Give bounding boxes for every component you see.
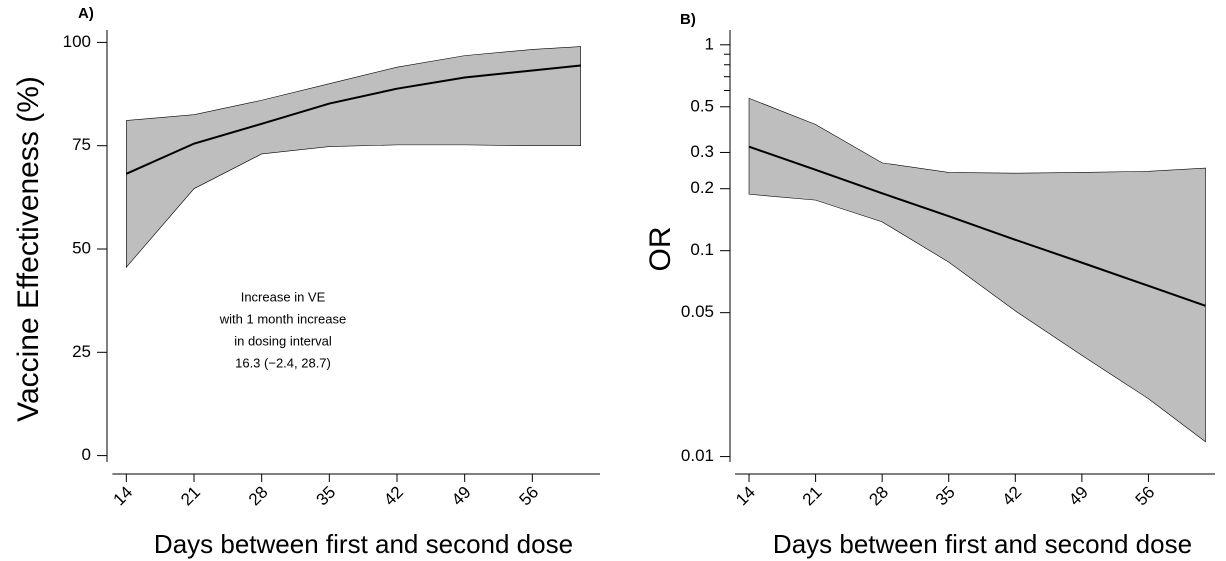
panel-title: A)	[78, 5, 94, 22]
y-tick-label: 0.5	[690, 96, 714, 115]
annotation: 16.3 (−2.4, 28.7)	[235, 355, 331, 370]
line	[125, 64, 581, 175]
y-axis-label: Vaccine Effectiveness (%)	[12, 76, 45, 422]
x-tick-label: 14	[110, 483, 137, 510]
x-tick-label: 21	[177, 483, 204, 510]
x-tick-label: 42	[998, 483, 1025, 510]
x-tick-label: 56	[1132, 483, 1159, 510]
x-tick-label: 42	[380, 483, 407, 510]
x-axis-label: Days between first and second dose	[773, 529, 1192, 559]
x-tick-label: 28	[865, 483, 892, 510]
x-tick-label: 14	[732, 483, 759, 510]
y-tick-label: 100	[63, 32, 91, 51]
y-tick-label: 0	[82, 445, 91, 464]
x-tick-label: 56	[516, 483, 543, 510]
x-tick-label: 21	[799, 483, 826, 510]
annotation: with 1 month increase	[219, 311, 346, 326]
y-axis-label: OR	[644, 227, 677, 272]
y-tick-label: 0.01	[681, 446, 714, 465]
x-tick-label: 35	[313, 483, 340, 510]
confidence-band	[748, 97, 1206, 443]
y-tick-label: 1	[705, 34, 714, 53]
x-tick-label: 49	[448, 483, 475, 510]
y-tick-label: 25	[72, 342, 91, 361]
x-tick-label: 49	[1065, 483, 1092, 510]
x-axis-label: Days between first and second dose	[154, 529, 573, 559]
x-tick-label: 28	[245, 483, 272, 510]
y-tick-label: 0.05	[681, 302, 714, 321]
line	[748, 145, 1206, 307]
y-tick-label: 0.1	[690, 240, 714, 259]
annotation: in dosing interval	[234, 333, 332, 348]
x-tick-label: 35	[932, 483, 959, 510]
annotation: Increase in VE	[241, 289, 326, 304]
y-tick-label: 75	[72, 135, 91, 154]
y-tick-label: 0.3	[690, 142, 714, 161]
y-tick-label: 50	[72, 238, 91, 257]
confidence-band	[126, 46, 581, 268]
panel-title: B)	[680, 11, 696, 28]
y-tick-label: 0.2	[690, 178, 714, 197]
